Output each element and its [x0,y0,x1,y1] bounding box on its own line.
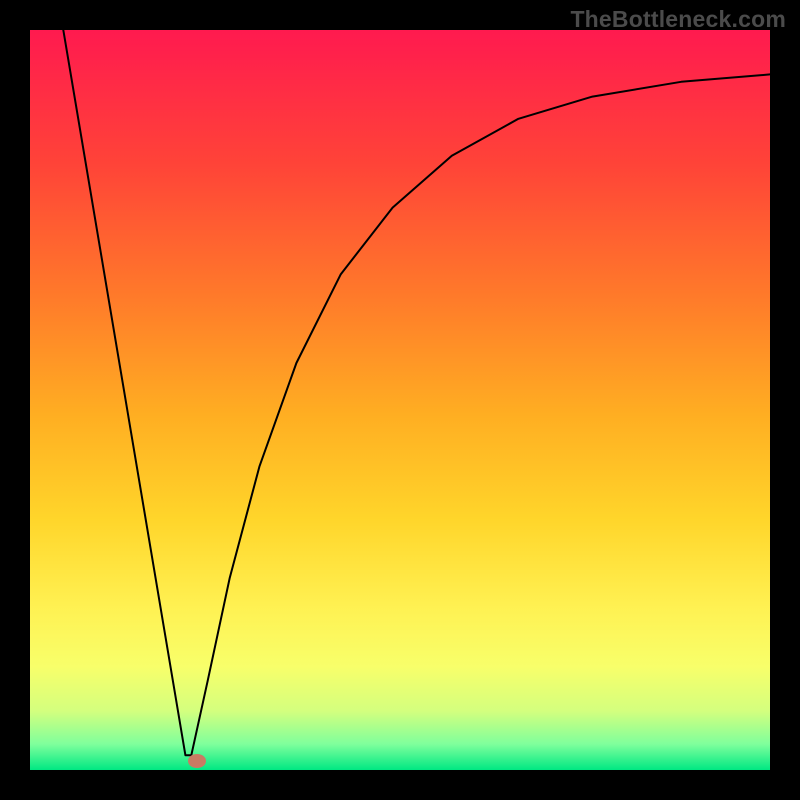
optimal-point-marker [188,754,206,768]
plot-area [30,30,770,770]
curve-svg [30,30,770,770]
chart-frame: TheBottleneck.com [0,0,800,800]
watermark-text: TheBottleneck.com [570,6,786,33]
bottleneck-curve [63,30,770,755]
